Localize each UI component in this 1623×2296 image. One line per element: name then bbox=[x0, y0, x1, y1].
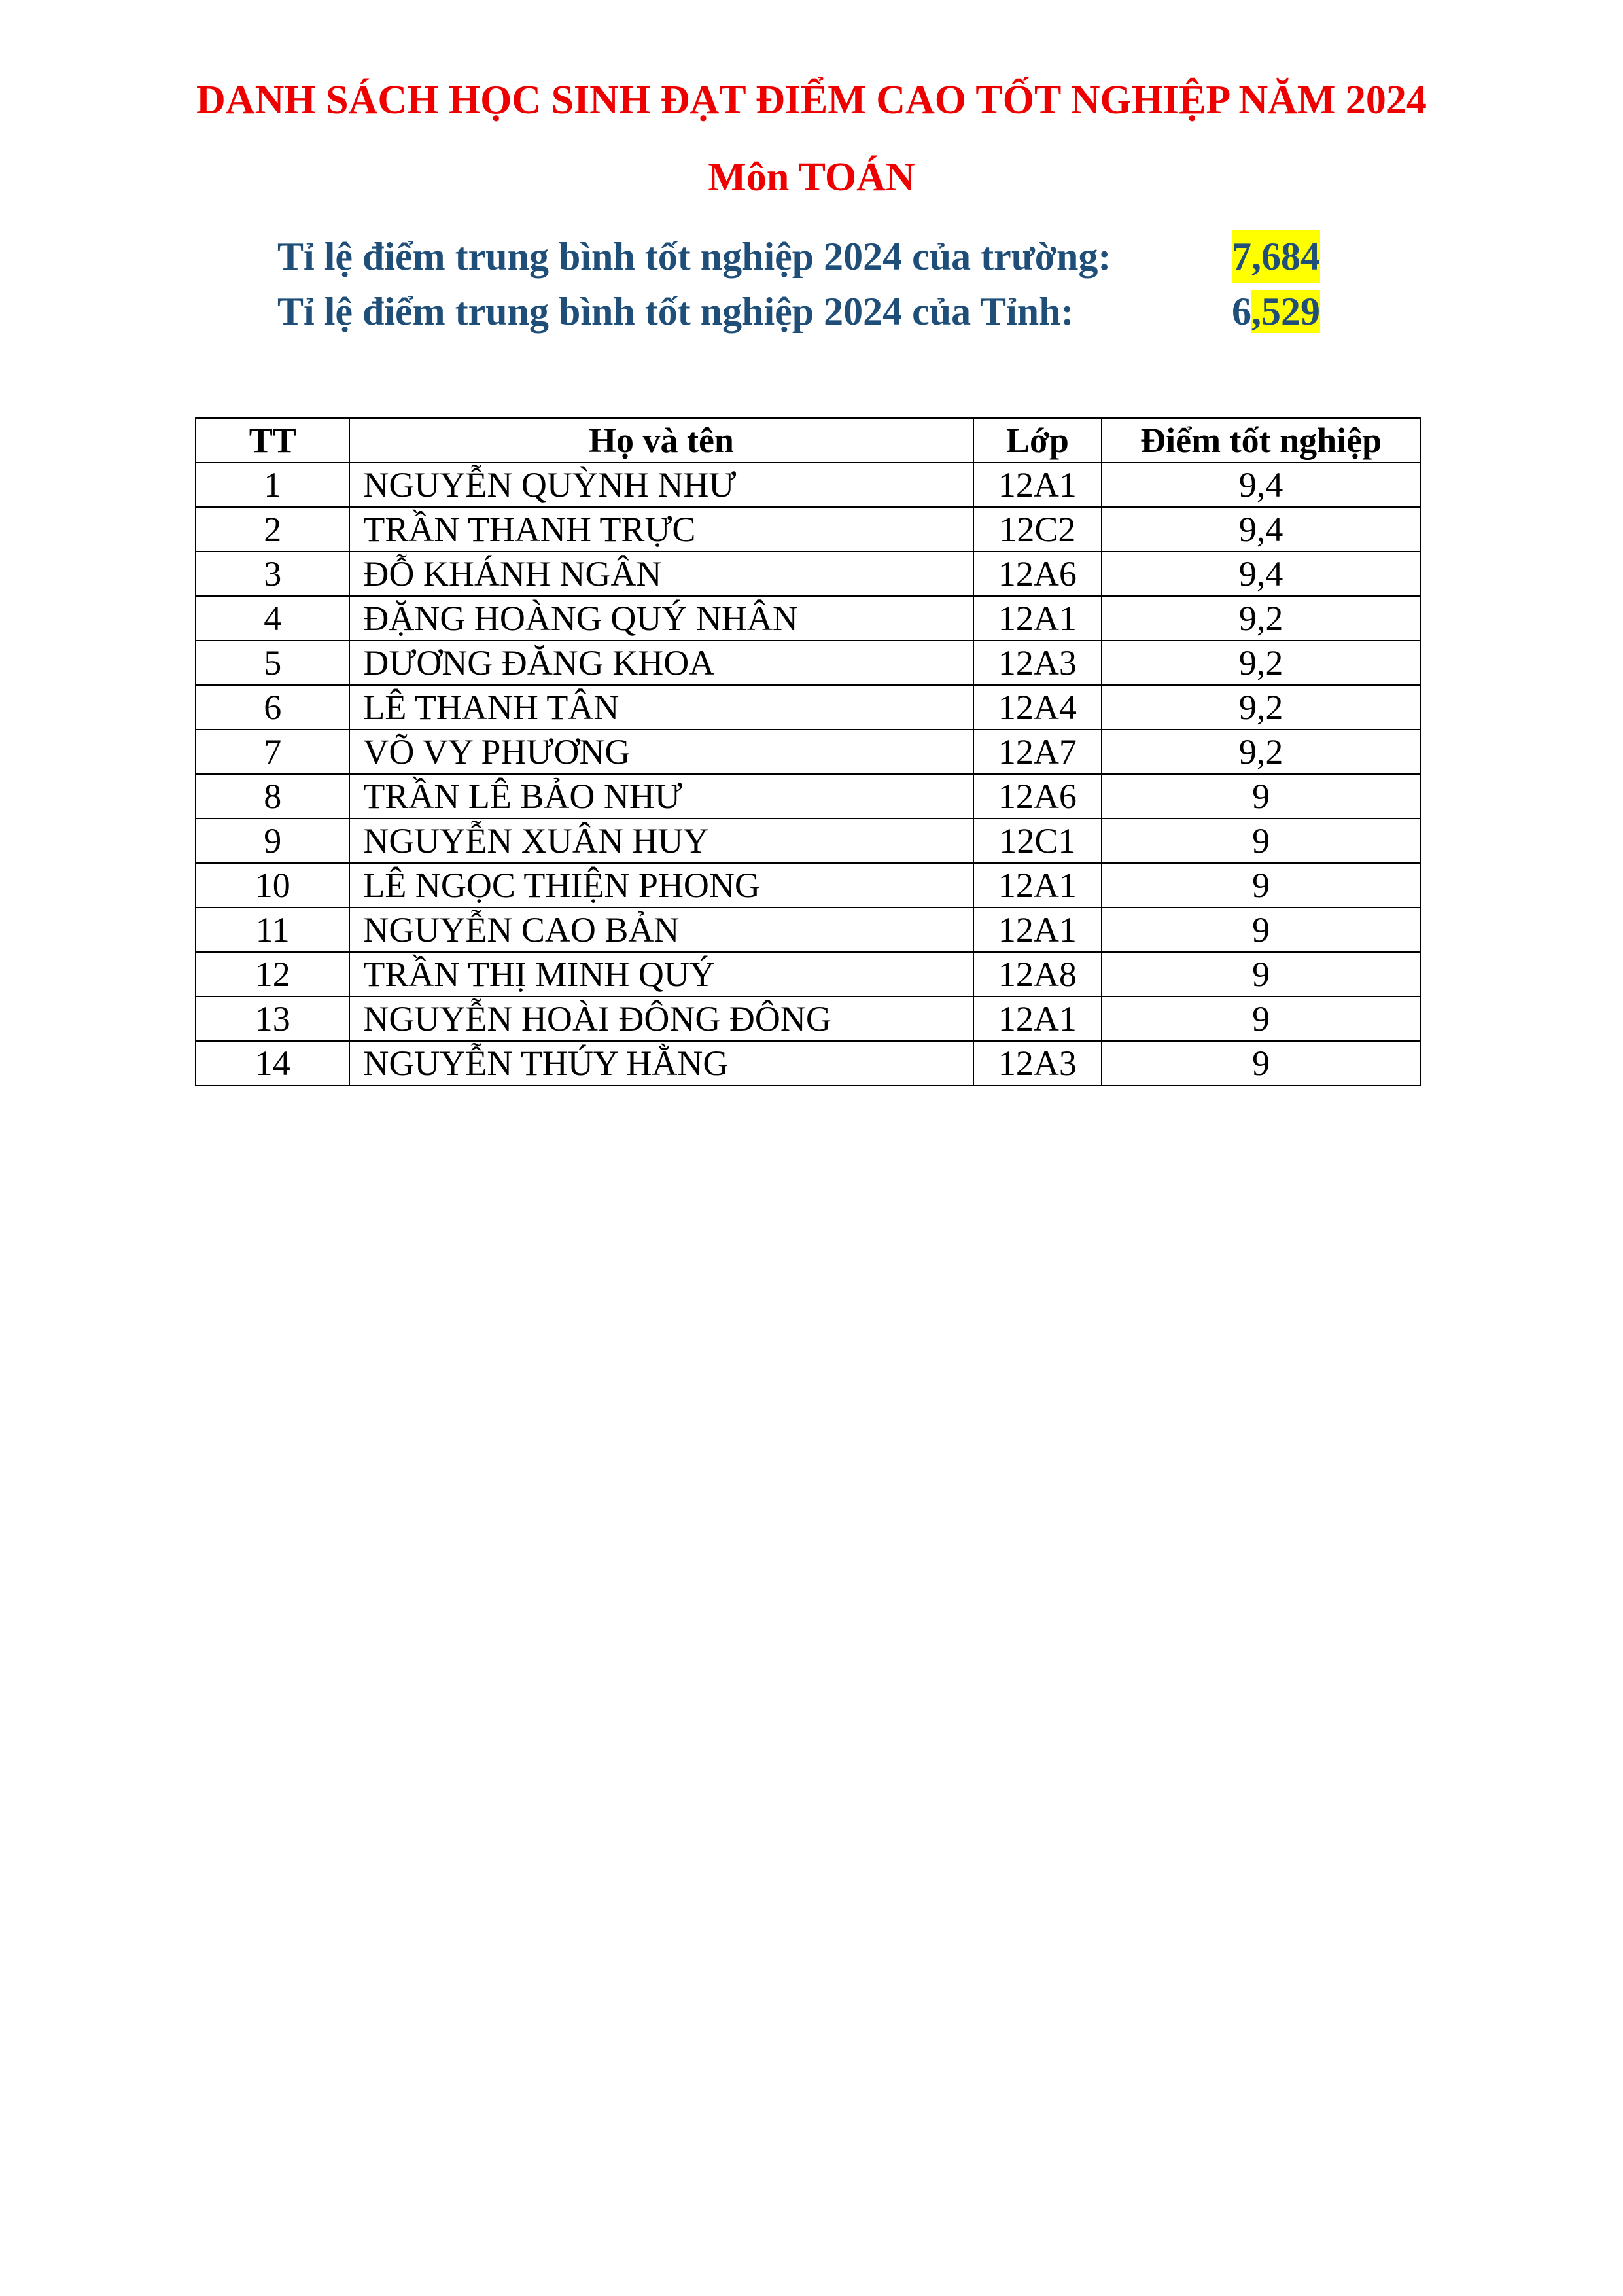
cell-tt: 7 bbox=[194, 729, 351, 775]
cell-score: 9,2 bbox=[1101, 684, 1421, 730]
table-row: 9 NGUYỄN XUÂN HUY 12C1 9 bbox=[194, 818, 1421, 864]
cell-tt: 5 bbox=[194, 640, 351, 686]
cell-tt: 2 bbox=[194, 506, 351, 552]
cell-class: 12A1 bbox=[972, 862, 1103, 908]
cell-class: 12A6 bbox=[972, 551, 1103, 597]
cell-score: 9,4 bbox=[1101, 506, 1421, 552]
cell-score: 9 bbox=[1101, 951, 1421, 997]
cell-score: 9,4 bbox=[1101, 551, 1421, 597]
cell-score: 9 bbox=[1101, 773, 1421, 819]
cell-name: TRẦN THỊ MINH QUÝ bbox=[349, 951, 974, 997]
cell-score: 9 bbox=[1101, 818, 1421, 864]
cell-tt: 12 bbox=[194, 951, 351, 997]
cell-class: 12C2 bbox=[972, 506, 1103, 552]
table-header-row: TT Họ và tên Lớp Điểm tốt nghiệp bbox=[194, 417, 1421, 463]
province-average-value-decimal: ,529 bbox=[1251, 290, 1320, 333]
table-row: 7 VÕ VY PHƯƠNG 12A7 9,2 bbox=[194, 729, 1421, 775]
school-average-value: 7,684 bbox=[1232, 230, 1320, 283]
cell-class: 12A1 bbox=[972, 996, 1103, 1042]
cell-tt: 3 bbox=[194, 551, 351, 597]
cell-tt: 9 bbox=[194, 818, 351, 864]
province-average-label: Tỉ lệ điểm trung bình tốt nghiệp 2024 củ… bbox=[277, 290, 1074, 333]
cell-name: NGUYỄN CAO BẢN bbox=[349, 907, 974, 953]
cell-class: 12A6 bbox=[972, 773, 1103, 819]
table-row: 6 LÊ THANH TÂN 12A4 9,2 bbox=[194, 684, 1421, 730]
table-row: 1 NGUYỄN QUỲNH NHƯ 12A1 9,4 bbox=[194, 462, 1421, 508]
cell-tt: 1 bbox=[194, 462, 351, 508]
table-row: 12 TRẦN THỊ MINH QUÝ 12A8 9 bbox=[194, 951, 1421, 997]
table-row: 2 TRẦN THANH TRỰC 12C2 9,4 bbox=[194, 506, 1421, 552]
cell-name: NGUYỄN THÚY HẰNG bbox=[349, 1040, 974, 1086]
cell-class: 12A8 bbox=[972, 951, 1103, 997]
table-row: 4 ĐẶNG HOÀNG QUÝ NHÂN 12A1 9,2 bbox=[194, 595, 1421, 641]
header-tt: TT bbox=[194, 417, 351, 463]
cell-score: 9 bbox=[1101, 996, 1421, 1042]
cell-class: 12A4 bbox=[972, 684, 1103, 730]
cell-class: 12A7 bbox=[972, 729, 1103, 775]
cell-class: 12A1 bbox=[972, 462, 1103, 508]
cell-name: NGUYỄN XUÂN HUY bbox=[349, 818, 974, 864]
cell-name: NGUYỄN QUỲNH NHƯ bbox=[349, 462, 974, 508]
cell-class: 12A1 bbox=[972, 595, 1103, 641]
province-average-value: 6,529 bbox=[1232, 285, 1320, 338]
cell-tt: 14 bbox=[194, 1040, 351, 1086]
table-row: 13 NGUYỄN HOÀI ĐÔNG ĐÔNG 12A1 9 bbox=[194, 996, 1421, 1042]
table-row: 8 TRẦN LÊ BẢO NHƯ 12A6 9 bbox=[194, 773, 1421, 819]
cell-tt: 10 bbox=[194, 862, 351, 908]
subject-title: Môn TOÁN bbox=[708, 155, 915, 200]
school-average-label: Tỉ lệ điểm trung bình tốt nghiệp 2024 củ… bbox=[277, 235, 1111, 278]
cell-score: 9 bbox=[1101, 907, 1421, 953]
table-row: 10 LÊ NGỌC THIỆN PHONG 12A1 9 bbox=[194, 862, 1421, 908]
table-row: 14 NGUYỄN THÚY HẰNG 12A3 9 bbox=[194, 1040, 1421, 1086]
cell-name: VÕ VY PHƯƠNG bbox=[349, 729, 974, 775]
cell-tt: 4 bbox=[194, 595, 351, 641]
table-row: 3 ĐỖ KHÁNH NGÂN 12A6 9,4 bbox=[194, 551, 1421, 597]
header-score: Điểm tốt nghiệp bbox=[1101, 417, 1421, 463]
cell-class: 12A1 bbox=[972, 907, 1103, 953]
cell-class: 12A3 bbox=[972, 640, 1103, 686]
cell-name: LÊ NGỌC THIỆN PHONG bbox=[349, 862, 974, 908]
cell-tt: 11 bbox=[194, 907, 351, 953]
student-table: TT Họ và tên Lớp Điểm tốt nghiệp 1 NGUYỄN… bbox=[194, 417, 1421, 1086]
cell-name: ĐỖ KHÁNH NGÂN bbox=[349, 551, 974, 597]
cell-name: NGUYỄN HOÀI ĐÔNG ĐÔNG bbox=[349, 996, 974, 1042]
cell-score: 9,2 bbox=[1101, 729, 1421, 775]
cell-name: TRẦN LÊ BẢO NHƯ bbox=[349, 773, 974, 819]
cell-tt: 13 bbox=[194, 996, 351, 1042]
document-title: DANH SÁCH HỌC SINH ĐẠT ĐIỂM CAO TỐT NGHI… bbox=[196, 78, 1427, 122]
cell-name: TRẦN THANH TRỰC bbox=[349, 506, 974, 552]
cell-score: 9,2 bbox=[1101, 640, 1421, 686]
cell-score: 9 bbox=[1101, 862, 1421, 908]
cell-score: 9,2 bbox=[1101, 595, 1421, 641]
cell-score: 9,4 bbox=[1101, 462, 1421, 508]
cell-tt: 6 bbox=[194, 684, 351, 730]
cell-tt: 8 bbox=[194, 773, 351, 819]
cell-score: 9 bbox=[1101, 1040, 1421, 1086]
table-row: 11 NGUYỄN CAO BẢN 12A1 9 bbox=[194, 907, 1421, 953]
cell-class: 12A3 bbox=[972, 1040, 1103, 1086]
province-average-value-integer: 6 bbox=[1232, 290, 1251, 333]
table-row: 5 DƯƠNG ĐĂNG KHOA 12A3 9,2 bbox=[194, 640, 1421, 686]
header-class: Lớp bbox=[972, 417, 1103, 463]
cell-name: DƯƠNG ĐĂNG KHOA bbox=[349, 640, 974, 686]
cell-name: ĐẶNG HOÀNG QUÝ NHÂN bbox=[349, 595, 974, 641]
header-name: Họ và tên bbox=[349, 417, 974, 463]
cell-class: 12C1 bbox=[972, 818, 1103, 864]
cell-name: LÊ THANH TÂN bbox=[349, 684, 974, 730]
